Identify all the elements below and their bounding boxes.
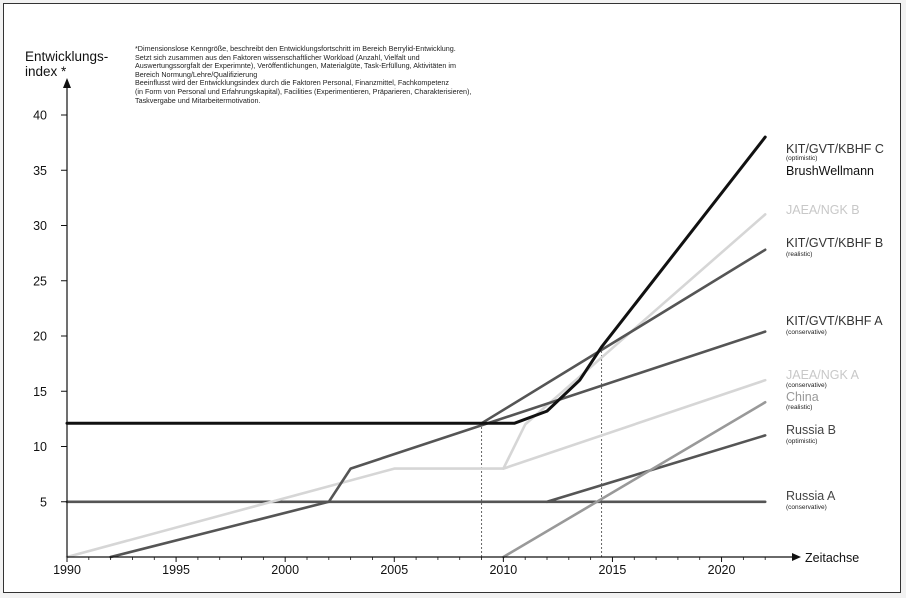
series-line-3 bbox=[65, 378, 767, 559]
label-russia-b: Russia B bbox=[786, 423, 837, 437]
y-tick-label-35: 35 bbox=[33, 164, 47, 178]
x-tick-label-2020: 2020 bbox=[708, 563, 736, 577]
series-line-4 bbox=[502, 213, 767, 470]
x-axis-arrow bbox=[792, 553, 801, 561]
series-line-2 bbox=[502, 400, 767, 559]
series-line-7 bbox=[65, 135, 767, 425]
label-kit-a-sub: (conservative) bbox=[786, 329, 827, 336]
series-line-6 bbox=[480, 248, 767, 425]
y-tick-label-30: 30 bbox=[33, 219, 47, 233]
x-tick-label-2010: 2010 bbox=[489, 563, 517, 577]
y-axis-label: Entwicklungs- index * bbox=[25, 49, 109, 79]
chart-frame: 1990 1995 2000 2005 2010 2015 2020 5 10 15 20 25 30 3… bbox=[3, 3, 901, 593]
series-line-5 bbox=[109, 330, 767, 559]
x-tick-label-1995: 1995 bbox=[162, 563, 190, 577]
label-china: China bbox=[786, 390, 819, 404]
y-tick-label-15: 15 bbox=[33, 385, 47, 399]
x-tick-label-2000: 2000 bbox=[271, 563, 299, 577]
label-kit-a: KIT/GVT/KBHF A bbox=[786, 314, 883, 328]
label-jaea-a-sub: (conservative) bbox=[786, 382, 827, 389]
chart-plot: 1990 1995 2000 2005 2010 2015 2020 5 10 15 20 25 30 3… bbox=[33, 78, 859, 577]
label-kit-c-sub: (optimistic) bbox=[786, 155, 818, 162]
label-kit-b: KIT/GVT/KBHF B bbox=[786, 236, 884, 250]
label-china-sub: (realistic) bbox=[786, 404, 813, 411]
label-kit-c: KIT/GVT/KBHF C bbox=[786, 142, 884, 156]
x-tick-label-2005: 2005 bbox=[380, 563, 408, 577]
label-jaea-b: JAEA/NGK B bbox=[786, 203, 860, 217]
x-tick-label-2015: 2015 bbox=[599, 563, 627, 577]
y-tick-label-20: 20 bbox=[33, 330, 47, 344]
y-tick-label-25: 25 bbox=[33, 274, 47, 288]
y-tick-label-40: 40 bbox=[33, 109, 47, 123]
series-line-1 bbox=[545, 434, 767, 504]
label-russia-a-sub: (conservative) bbox=[786, 504, 827, 511]
label-kit-b-sub: (realistic) bbox=[786, 251, 813, 258]
x-tick-label-1990: 1990 bbox=[53, 563, 81, 577]
y-axis-arrow bbox=[63, 78, 71, 88]
label-russia-a: Russia A bbox=[786, 489, 836, 503]
y-tick-label-10: 10 bbox=[33, 440, 47, 454]
y-tick-label-5: 5 bbox=[40, 495, 47, 509]
chart-footnote: *Dimensionslose Kenngröße, beschreibt de… bbox=[135, 44, 472, 105]
x-axis-label: Zeitachse bbox=[805, 551, 859, 565]
label-brushwellmann: BrushWellmann bbox=[786, 164, 875, 178]
label-jaea-a: JAEA/NGK A bbox=[786, 368, 859, 382]
label-russia-b-sub: (optimistic) bbox=[786, 438, 818, 445]
